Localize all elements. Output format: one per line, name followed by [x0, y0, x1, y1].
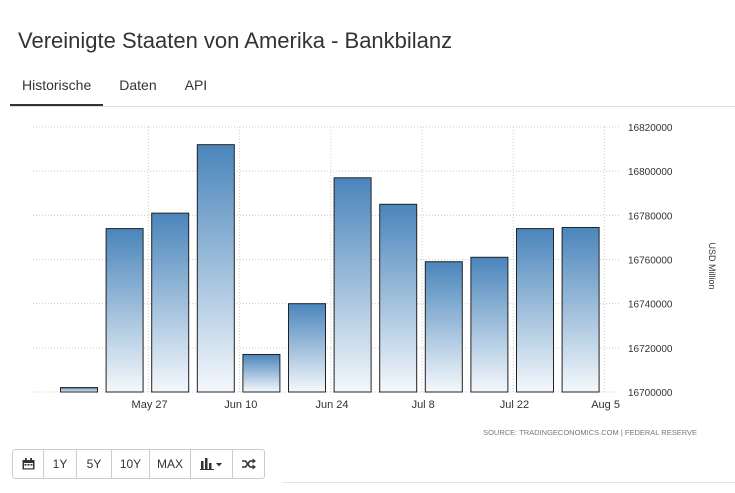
- y-axis-label: USD Million: [707, 242, 717, 289]
- y-tick-label: 16740000: [628, 300, 673, 311]
- bar-jul-29: [516, 228, 554, 393]
- chart-toolbar: 1Y 5Y 10Y MAX: [12, 449, 265, 479]
- bar-jul-15: [424, 261, 463, 393]
- bar-jul-1: [333, 177, 372, 393]
- bar-jun-17: [242, 353, 281, 393]
- y-tick-label: 16800000: [628, 167, 673, 178]
- range-1y-button[interactable]: 1Y: [43, 449, 77, 479]
- shuffle-button[interactable]: [232, 449, 265, 479]
- tab-bar: Historische Daten API: [10, 66, 735, 107]
- x-axis-ticks: May 27 Jun 10 Jun 24 Jul 8 Jul 22 Aug 5: [132, 399, 620, 411]
- y-axis-ticks: 16700000 16720000 16740000 16760000 16780000…: [628, 123, 673, 399]
- y-tick-label: 16820000: [628, 123, 673, 134]
- chevron-down-icon: [215, 463, 222, 467]
- bar-jun-3: [151, 212, 190, 393]
- source-label: SOURCE: TRADINGECONOMICS.COM | FEDERAL R…: [483, 428, 697, 437]
- range-5y-button[interactable]: 5Y: [76, 449, 112, 479]
- x-tick-label: May 27: [132, 399, 168, 411]
- page-title: Vereinigte Staaten von Amerika - Bankbil…: [18, 28, 453, 53]
- y-tick-label: 16760000: [628, 256, 673, 267]
- bank-balance-bar-chart: May 27 Jun 10 Jun 24 Jul 8 Jul 22 Aug 5 16700…: [33, 123, 717, 437]
- y-tick-label: 16780000: [628, 211, 673, 222]
- y-tick-label: 16700000: [628, 388, 673, 399]
- y-tick-label: 16720000: [628, 344, 673, 355]
- range-10y-button[interactable]: 10Y: [111, 449, 150, 479]
- shuffle-icon: [241, 458, 256, 470]
- tab-historische[interactable]: Historische: [10, 66, 104, 106]
- x-tick-label: Jun 10: [224, 399, 257, 411]
- bar-jul-22: [470, 256, 509, 393]
- tab-daten[interactable]: Daten: [119, 77, 157, 93]
- calendar-icon: [22, 458, 34, 470]
- bar-may-27: [105, 228, 144, 393]
- bars: [60, 144, 600, 393]
- x-tick-label: Jun 24: [315, 399, 348, 411]
- bar-aug-5: [561, 226, 600, 393]
- bar-jul-8: [379, 203, 418, 393]
- tab-api[interactable]: API: [184, 77, 208, 93]
- range-max-button[interactable]: MAX: [149, 449, 191, 479]
- bar-jun-24: [288, 303, 326, 393]
- bar-may-20: [60, 387, 98, 393]
- calendar-button[interactable]: [12, 449, 44, 479]
- bar-chart-icon: [199, 458, 222, 470]
- x-tick-label: Aug 5: [591, 399, 620, 411]
- bar-jun-10: [196, 144, 235, 393]
- x-tick-label: Jul 8: [412, 399, 435, 411]
- bottom-divider: [282, 482, 735, 483]
- chart-type-button[interactable]: [190, 449, 233, 479]
- x-tick-label: Jul 22: [500, 399, 529, 411]
